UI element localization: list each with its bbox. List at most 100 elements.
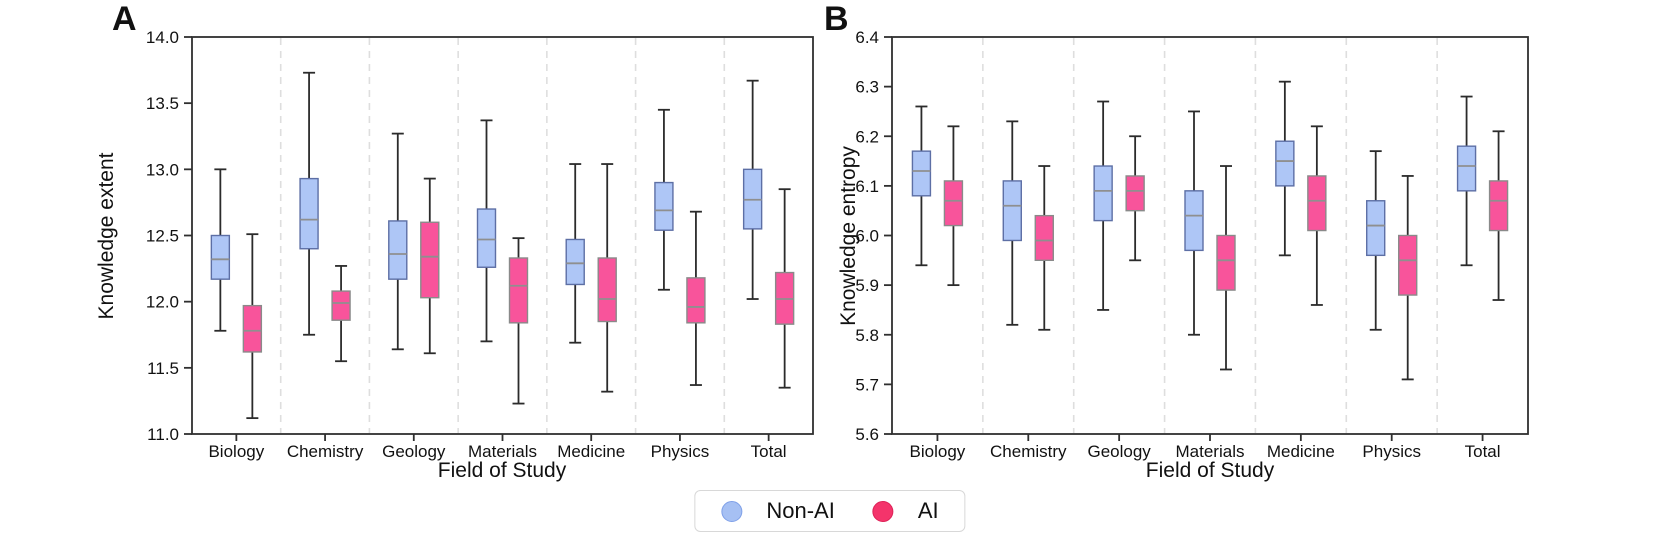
y-tick-label: 5.6: [855, 425, 879, 444]
y-tick-label: 6.2: [855, 127, 879, 146]
box-rect: [508, 257, 529, 324]
box-rect: [1002, 180, 1022, 242]
category-label: Materials: [1176, 442, 1245, 461]
boxplot-ai-biology: [943, 125, 964, 287]
panel-B: 6.4 6.3 6.2 6.1 6.0 5.9 5.8 5.7 5.6 Biology Chemis…: [855, 28, 1529, 461]
panel-b-y-axis-title: Knowledge entropy: [837, 146, 860, 326]
boxplot-ai-medicine: [597, 163, 617, 393]
panel-a-y-axis-title: Knowledge extent: [95, 152, 118, 320]
box-rect: [1216, 234, 1236, 291]
boxplot-non-ai-materials: [476, 119, 497, 343]
y-tick-label: 6.0: [855, 227, 879, 246]
ai-circle-icon: [872, 500, 894, 522]
category-label: Chemistry: [990, 442, 1067, 461]
plot-frame: [191, 36, 814, 435]
box-rect: [299, 177, 319, 250]
boxplot-ai-geology: [420, 177, 440, 355]
category-label: Physics: [651, 442, 710, 461]
y-tick-label: 14.0: [146, 28, 179, 47]
boxplot-non-ai-chemistry: [299, 71, 319, 336]
boxplot-non-ai-chemistry: [1002, 120, 1022, 326]
box-rect: [1307, 175, 1327, 232]
boxplot-non-ai-medicine: [565, 163, 585, 344]
box-rect: [654, 181, 674, 231]
y-tick-label: 13.0: [146, 160, 179, 179]
box-rect: [686, 277, 706, 324]
boxplot-ai-chemistry: [331, 265, 351, 363]
box-rect: [1488, 180, 1509, 232]
panel-a-letter: A: [112, 0, 137, 38]
boxplot-non-ai-total: [1456, 95, 1477, 267]
boxplot-ai-total: [1488, 130, 1509, 301]
box-rect: [1093, 165, 1113, 222]
plot-frame: [891, 36, 1529, 435]
box-rect: [597, 257, 617, 323]
category-label: Geology: [1087, 442, 1151, 461]
panel-a-x-axis-title: Field of Study: [437, 459, 567, 482]
box-rect: [1275, 140, 1295, 187]
box-rect: [1034, 214, 1054, 262]
box-rect: [210, 234, 231, 280]
category-label: Medicine: [1267, 442, 1335, 461]
box-rect: [943, 180, 964, 227]
boxplot-ai-biology: [242, 233, 263, 420]
boxplot-non-ai-geology: [1093, 100, 1113, 311]
box-rect: [1456, 145, 1477, 192]
box-rect: [476, 208, 497, 268]
boxplot-ai-materials: [508, 237, 529, 405]
boxplot-non-ai-geology: [388, 132, 408, 351]
category-label: Total: [751, 442, 787, 461]
box-rect: [1366, 200, 1386, 257]
category-label: Medicine: [557, 442, 625, 461]
boxplot-non-ai-medicine: [1275, 80, 1295, 257]
category-label: Biology: [208, 442, 264, 461]
y-tick-label: 12.0: [146, 293, 179, 312]
y-tick-label: 13.5: [146, 94, 179, 113]
panel-b-x-axis-title: Field of Study: [1145, 459, 1275, 482]
boxplot-ai-geology: [1125, 135, 1145, 262]
non-ai-circle-icon: [721, 500, 743, 522]
legend: Non-AI AI: [694, 490, 966, 532]
y-tick-label: 6.3: [855, 78, 879, 97]
boxplot-ai-medicine: [1307, 125, 1327, 306]
box-rect: [1125, 175, 1145, 212]
legend-item-non-ai: Non-AI: [721, 498, 835, 524]
category-label: Physics: [1362, 442, 1421, 461]
box-rect: [1398, 234, 1418, 296]
panel-b-letter: B: [824, 0, 849, 38]
y-tick-label: 12.5: [146, 227, 179, 246]
y-tick-label: 5.7: [855, 375, 879, 394]
y-tick-label: 5.8: [855, 326, 879, 345]
y-tick-label: 6.4: [855, 28, 879, 47]
boxplot-ai-physics: [1398, 175, 1418, 381]
boxplot-ai-total: [774, 188, 795, 389]
boxplot-ai-chemistry: [1034, 165, 1054, 331]
category-label: Biology: [910, 442, 966, 461]
y-tick-label: 6.1: [855, 177, 879, 196]
boxplot-non-ai-physics: [1366, 150, 1386, 331]
y-tick-label: 5.9: [855, 276, 879, 295]
legend-label-non-ai: Non-AI: [766, 498, 835, 523]
category-label: Materials: [468, 442, 537, 461]
panel-A: 14.0 13.5 13.0 12.5 12.0 11.5 11.0 Biology Chemi…: [146, 28, 814, 461]
box-rect: [565, 238, 585, 286]
box-rect: [911, 150, 932, 197]
y-tick-label: 11.5: [147, 359, 179, 378]
category-label: Total: [1465, 442, 1501, 461]
box-rect: [242, 304, 263, 353]
box-rect: [331, 290, 351, 321]
category-label: Geology: [382, 442, 446, 461]
boxplot-non-ai-biology: [210, 168, 231, 332]
y-tick-label: 11.0: [147, 425, 179, 444]
boxplot-non-ai-total: [742, 79, 763, 300]
box-rect: [420, 221, 440, 299]
boxplot-ai-materials: [1216, 165, 1236, 371]
boxplot-non-ai-materials: [1184, 110, 1204, 336]
legend-item-ai: AI: [872, 498, 939, 524]
category-label: Chemistry: [287, 442, 364, 461]
box-rect: [1184, 190, 1204, 252]
boxplot-ai-physics: [686, 210, 706, 386]
boxplot-non-ai-biology: [911, 105, 932, 267]
